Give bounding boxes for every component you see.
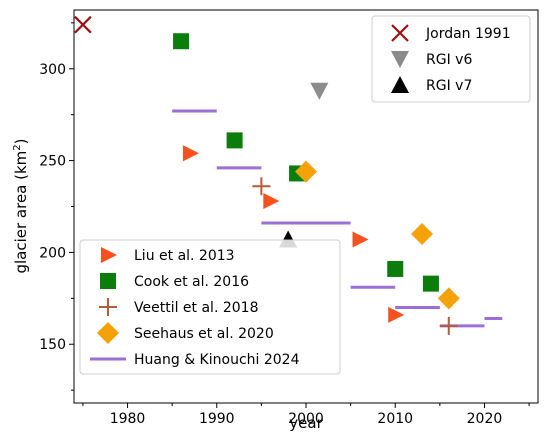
liu-et-al-2013-point — [183, 145, 199, 162]
legend-frame — [79, 239, 341, 375]
liu-et-al-2013-point — [263, 192, 280, 209]
y-axis-label-main: glacier area (km — [12, 151, 30, 274]
plot-frame — [73, 9, 539, 404]
y-tick-label: 300 — [39, 62, 66, 78]
y-axis-label-close: ) — [12, 138, 30, 144]
cook-et-al-2016-point — [173, 33, 190, 50]
x-tick-label: 1980 — [110, 411, 146, 427]
marks-layer — [74, 15, 503, 335]
cook-et-al-2016-point — [226, 132, 243, 149]
x-tick-label: 1990 — [199, 411, 235, 427]
legend-swatch-cook-et-al-2016 — [100, 273, 116, 289]
seehaus-et-al-2020-point — [295, 160, 317, 183]
legend-upper: Jordan 1991 RGI v6 RGI v7 — [371, 15, 531, 103]
legend-label-jordan-1991: Jordan 1991 — [425, 26, 511, 42]
legend-swatch-rgi-v7 — [391, 76, 409, 93]
liu-et-al-2013-point — [352, 231, 369, 248]
legend-label-veettil-et-al-2018: Veettil et al. 2018 — [134, 300, 258, 316]
legend-frame — [371, 15, 531, 103]
legend-swatch-rgi-v6 — [391, 51, 409, 68]
y-tick-label: 200 — [39, 245, 66, 261]
cook-et-al-2016-point — [387, 260, 404, 277]
seehaus-et-al-2020-point — [437, 287, 460, 310]
x-tick-label: 2010 — [377, 411, 413, 427]
liu-et-al-2013-point — [388, 306, 405, 323]
legend-lower: Liu et al. 2013 Cook et al. 2016 Veettil e… — [79, 239, 341, 375]
rgi-v6-point — [310, 82, 329, 100]
legend-label-huang-kinouchi-2024: Huang & Kinouchi 2024 — [134, 352, 300, 368]
ticks-layer: 1980 1990 2000 2010 2020 150 200 250 300 — [39, 22, 530, 427]
legend-label-liu-et-al-2013: Liu et al. 2013 — [134, 248, 235, 264]
legend-swatch-liu-et-al-2013 — [101, 247, 117, 263]
y-axis-label: glacier area (km2) — [12, 138, 30, 273]
legend-swatch-jordan-1991 — [391, 24, 409, 42]
y-axis-label-sup: 2 — [12, 144, 23, 150]
x-tick-label: 2020 — [467, 411, 503, 427]
seehaus-et-al-2020-point — [411, 223, 433, 246]
veettil-et-al-2018-point — [439, 316, 458, 335]
x-tick-label: 2000 — [288, 411, 324, 427]
legend-label-cook-et-al-2016: Cook et al. 2016 — [134, 274, 249, 290]
legend-label-seehaus-et-al-2020: Seehaus et al. 2020 — [134, 326, 274, 342]
legend-label-rgi-v7: RGI v7 — [426, 78, 472, 94]
x-axis-label: year — [289, 414, 323, 432]
y-tick-label: 150 — [39, 337, 66, 353]
legend-label-rgi-v6: RGI v6 — [426, 52, 472, 68]
jordan-1991-point — [74, 15, 92, 34]
veettil-et-al-2018-point — [252, 177, 271, 196]
y-tick-label: 250 — [39, 154, 66, 170]
legend-swatch-seehaus-et-al-2020 — [97, 322, 119, 344]
legend-swatch-veettil-et-al-2018 — [99, 298, 117, 316]
cook-et-al-2016-point — [422, 275, 439, 292]
